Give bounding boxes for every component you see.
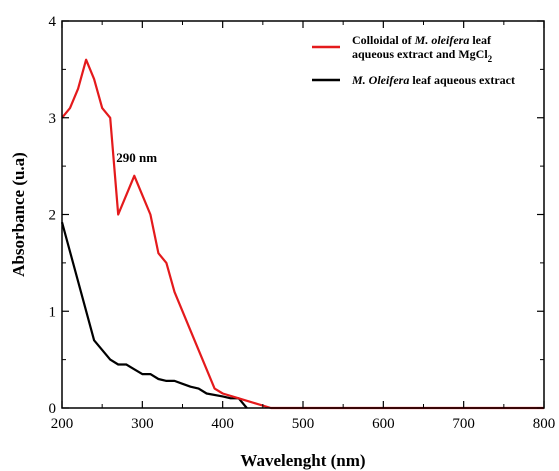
plot-area: 290 nm: [60, 58, 544, 410]
x-tick-label: 300: [131, 416, 154, 432]
y-tick-label: 1: [49, 304, 57, 320]
x-tick-label: 200: [51, 416, 74, 432]
series-line-colloidal: [61, 58, 544, 410]
y-axis-title: Absorbance (u.a): [9, 152, 28, 277]
peak-annotation: 290 nm: [116, 150, 157, 165]
x-tick-label: 600: [372, 416, 395, 432]
x-tick-label: 800: [533, 416, 556, 432]
legend-label-part: M. oleifera: [414, 33, 470, 47]
x-tick-label: 500: [292, 416, 315, 432]
x-tick-label: 700: [452, 416, 475, 432]
x-axis-title: Wavelenght (nm): [240, 451, 365, 470]
y-tick-label: 0: [49, 401, 57, 417]
x-tick-label: 400: [211, 416, 234, 432]
y-tick-label: 3: [49, 111, 57, 127]
y-tick-label: 4: [49, 14, 57, 30]
legend-label: Colloidal of M. oleifera leaf: [352, 33, 492, 47]
axes: 200 300 400 500 600 700 800 0 1 2 3 4 Wavelenght (nm…: [9, 14, 555, 470]
legend-label: M. Oleifera leaf aqueous extract: [351, 73, 515, 87]
legend-label-part: M. Oleifera: [351, 73, 409, 87]
legend-subscript: 2: [488, 54, 493, 64]
legend-label-line2: aqueous extract and MgCl2: [352, 47, 493, 64]
legend-label-part: leaf: [469, 33, 492, 47]
legend-label-part: aqueous extract and MgCl: [352, 47, 488, 61]
legend-label-part: Colloidal of: [352, 33, 415, 47]
legend-label-part: leaf aqueous extract: [409, 73, 515, 87]
y-tick-label: 2: [49, 208, 57, 224]
series-line-leaf-extract: [60, 221, 248, 409]
